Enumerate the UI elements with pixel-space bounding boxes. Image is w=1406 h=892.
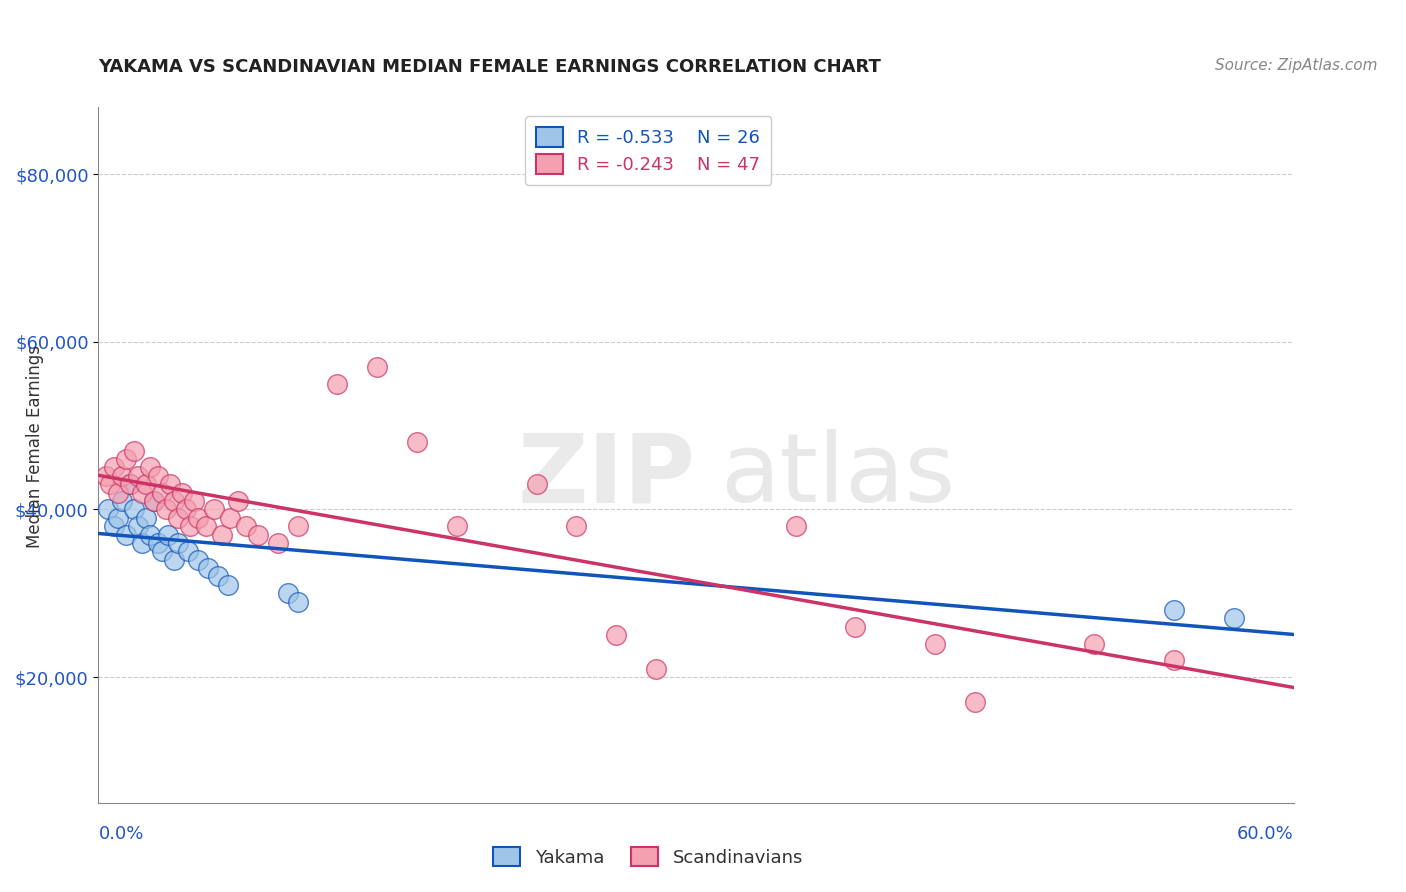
Point [127, 519, 149, 533]
Point [277, 586, 299, 600]
Point [1222, 611, 1246, 625]
Point [645, 662, 668, 676]
Point [96, 468, 118, 483]
Point [207, 569, 229, 583]
Point [120, 477, 142, 491]
Text: atlas: atlas [720, 429, 955, 523]
Point [187, 510, 209, 524]
Point [226, 494, 249, 508]
Point [183, 494, 205, 508]
Point [103, 460, 125, 475]
Point [139, 527, 162, 541]
Point [107, 510, 129, 524]
Point [219, 510, 242, 524]
Text: ZIP: ZIP [517, 429, 696, 523]
Point [197, 561, 219, 575]
Point [107, 485, 129, 500]
Point [131, 485, 153, 500]
Point [177, 544, 200, 558]
Point [174, 502, 197, 516]
Point [785, 519, 807, 533]
Point [139, 460, 162, 475]
Point [103, 519, 125, 533]
Point [1163, 603, 1185, 617]
Point [605, 628, 627, 642]
Point [127, 468, 149, 483]
Point [1163, 653, 1185, 667]
Point [211, 527, 233, 541]
Point [446, 519, 468, 533]
Point [124, 443, 146, 458]
Point [287, 519, 309, 533]
Point [115, 452, 138, 467]
Point [155, 502, 177, 516]
Point [202, 502, 225, 516]
Point [135, 477, 157, 491]
Point [131, 536, 153, 550]
Point [150, 485, 173, 500]
Point [172, 485, 194, 500]
Point [526, 477, 548, 491]
Point [194, 519, 218, 533]
Point [111, 494, 134, 508]
Point [1083, 636, 1105, 650]
Text: Median Female Earnings: Median Female Earnings [27, 344, 44, 548]
Point [179, 519, 201, 533]
Point [217, 578, 239, 592]
Point [120, 477, 142, 491]
Point [326, 376, 349, 391]
Point [163, 494, 186, 508]
Point [159, 477, 181, 491]
Legend: Yakama, Scandinavians: Yakama, Scandinavians [486, 839, 810, 874]
Point [235, 519, 257, 533]
Point [167, 510, 190, 524]
Text: 60.0%: 60.0% [1237, 825, 1294, 843]
Point [148, 468, 170, 483]
Point [143, 494, 166, 508]
Point [565, 519, 588, 533]
Point [150, 544, 173, 558]
Point [187, 552, 209, 566]
Text: YAKAMA VS SCANDINAVIAN MEDIAN FEMALE EARNINGS CORRELATION CHART: YAKAMA VS SCANDINAVIAN MEDIAN FEMALE EAR… [98, 58, 882, 76]
Point [124, 502, 146, 516]
Point [135, 510, 157, 524]
Point [844, 620, 866, 634]
Point [115, 527, 138, 541]
Text: Source: ZipAtlas.com: Source: ZipAtlas.com [1215, 58, 1378, 73]
Point [97, 502, 120, 516]
Point [111, 468, 134, 483]
Text: 0.0%: 0.0% [98, 825, 143, 843]
Point [366, 359, 388, 374]
Point [963, 695, 986, 709]
Point [157, 527, 180, 541]
Point [267, 536, 290, 550]
Point [167, 536, 190, 550]
Point [924, 636, 946, 650]
Point [406, 435, 429, 450]
Point [148, 536, 170, 550]
Point [143, 494, 166, 508]
Point [163, 552, 186, 566]
Point [287, 594, 309, 608]
Point [246, 527, 269, 541]
Point [98, 477, 122, 491]
